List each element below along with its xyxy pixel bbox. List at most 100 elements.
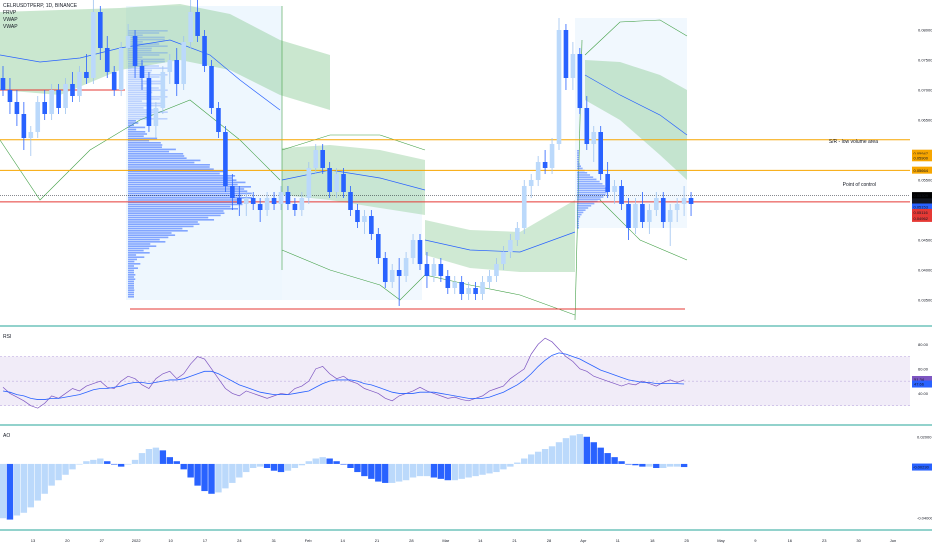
ao-bar <box>250 463 257 468</box>
candle-body <box>181 42 186 84</box>
symbol-title[interactable]: CELRUSDTPERP, 1D, BINANCE <box>3 3 78 9</box>
ao-bar <box>0 463 7 519</box>
vp-bar <box>128 85 144 87</box>
indicator-frvp[interactable]: FRVP <box>3 10 17 16</box>
candle-body <box>56 90 61 108</box>
ao-bar <box>215 463 222 493</box>
candle-body <box>70 84 75 96</box>
vp-bar <box>577 180 600 183</box>
vp-bar <box>128 87 159 89</box>
ao-bar <box>208 463 215 494</box>
vp-bar <box>128 91 153 94</box>
candle-body <box>549 144 555 168</box>
indicator-vwap-1[interactable]: VWAP <box>3 17 18 23</box>
candle-body <box>438 264 444 276</box>
vp-bar <box>128 128 137 131</box>
vp-bar <box>128 49 152 52</box>
candle-body <box>626 204 631 228</box>
candle-body <box>389 270 395 282</box>
ao-bar <box>117 463 125 467</box>
price-axis[interactable]: 0.080000.075000.070000.065000.055000.050… <box>912 28 932 303</box>
vp-bar <box>128 289 135 291</box>
vp-bar <box>128 260 135 263</box>
candle-body <box>174 60 180 84</box>
time-axis[interactable]: 13 20 27 2022 10 17 24 31 Feb 14 21 28 Mar 14 21 28 Apr 1… <box>31 538 896 543</box>
vp-bar <box>128 159 201 162</box>
candle-body <box>633 204 638 228</box>
vp-bar <box>128 232 172 234</box>
ao-bar <box>389 463 396 483</box>
ao-bar <box>187 463 194 478</box>
vp-bar <box>577 165 581 167</box>
candle-body <box>132 36 138 66</box>
candle-body <box>369 216 374 234</box>
vp-bar <box>128 236 169 239</box>
candle-body <box>299 198 305 210</box>
price-tick: 0.08000 <box>918 28 932 33</box>
vp-bar <box>128 263 141 265</box>
ao-bar <box>430 463 438 478</box>
candle-body <box>271 198 277 204</box>
ao-bar <box>340 463 347 465</box>
candle-body <box>118 48 124 90</box>
vp-bar <box>128 243 151 245</box>
ao-pane: 0.02000-0.00200-0.04000-0.00230 <box>0 434 932 521</box>
candle-body <box>598 132 603 174</box>
ao-bar <box>124 463 132 465</box>
vp-bar <box>128 186 251 188</box>
ao-bar <box>444 463 451 481</box>
vp-bar <box>128 144 163 146</box>
vp-bar <box>128 161 195 164</box>
indicator-vwap-2[interactable]: VWAP <box>3 24 18 30</box>
candle-body <box>647 210 652 222</box>
vp-bar <box>128 252 150 254</box>
vp-bar <box>128 221 198 223</box>
vp-bar <box>128 166 210 168</box>
ao-bar <box>486 463 493 474</box>
candle-body <box>355 210 360 222</box>
candle-body <box>188 12 193 42</box>
candle-body <box>424 264 430 276</box>
price-tag: 0.05116 <box>914 210 929 215</box>
vp-bar <box>128 278 136 280</box>
ao-bar <box>48 463 55 486</box>
vp-bar <box>128 82 165 85</box>
price-tag-bg <box>912 154 932 162</box>
ao-bar <box>611 457 618 464</box>
candle-body <box>362 216 367 222</box>
ao-bar <box>131 459 139 464</box>
time-tick: 28 <box>547 538 552 543</box>
vp-bar <box>128 150 170 153</box>
vp-bar <box>128 274 136 276</box>
ao-bar <box>270 463 278 471</box>
vp-bar <box>128 223 200 225</box>
vp-bar <box>128 216 209 219</box>
vp-bar <box>128 71 152 74</box>
candle-body <box>195 12 200 36</box>
vp-bar <box>128 43 160 45</box>
time-tick: Mar <box>442 538 450 543</box>
candle-body <box>35 102 41 132</box>
candle-body <box>376 234 381 258</box>
ao-bar <box>451 463 458 481</box>
vp-bar <box>577 198 601 200</box>
ao-bar <box>222 463 229 489</box>
ao-bar <box>534 451 542 464</box>
candle-body <box>515 228 520 240</box>
price-tag-bg <box>912 214 932 222</box>
price-tick: 0.07500 <box>918 58 932 63</box>
ao-bar <box>69 463 76 470</box>
candle-body <box>459 282 464 294</box>
ao-bar <box>13 463 21 516</box>
green-band-4 <box>585 60 687 180</box>
candle-body <box>209 66 214 108</box>
price-tick: 0.03500 <box>918 298 932 303</box>
candle-body <box>396 270 402 276</box>
vp-bar <box>128 102 165 105</box>
vp-bar <box>128 249 144 252</box>
price-tag: 0.05664 <box>914 168 929 173</box>
candle-body <box>0 78 6 90</box>
ao-bar <box>409 463 417 478</box>
price-tag-bg <box>912 166 932 174</box>
